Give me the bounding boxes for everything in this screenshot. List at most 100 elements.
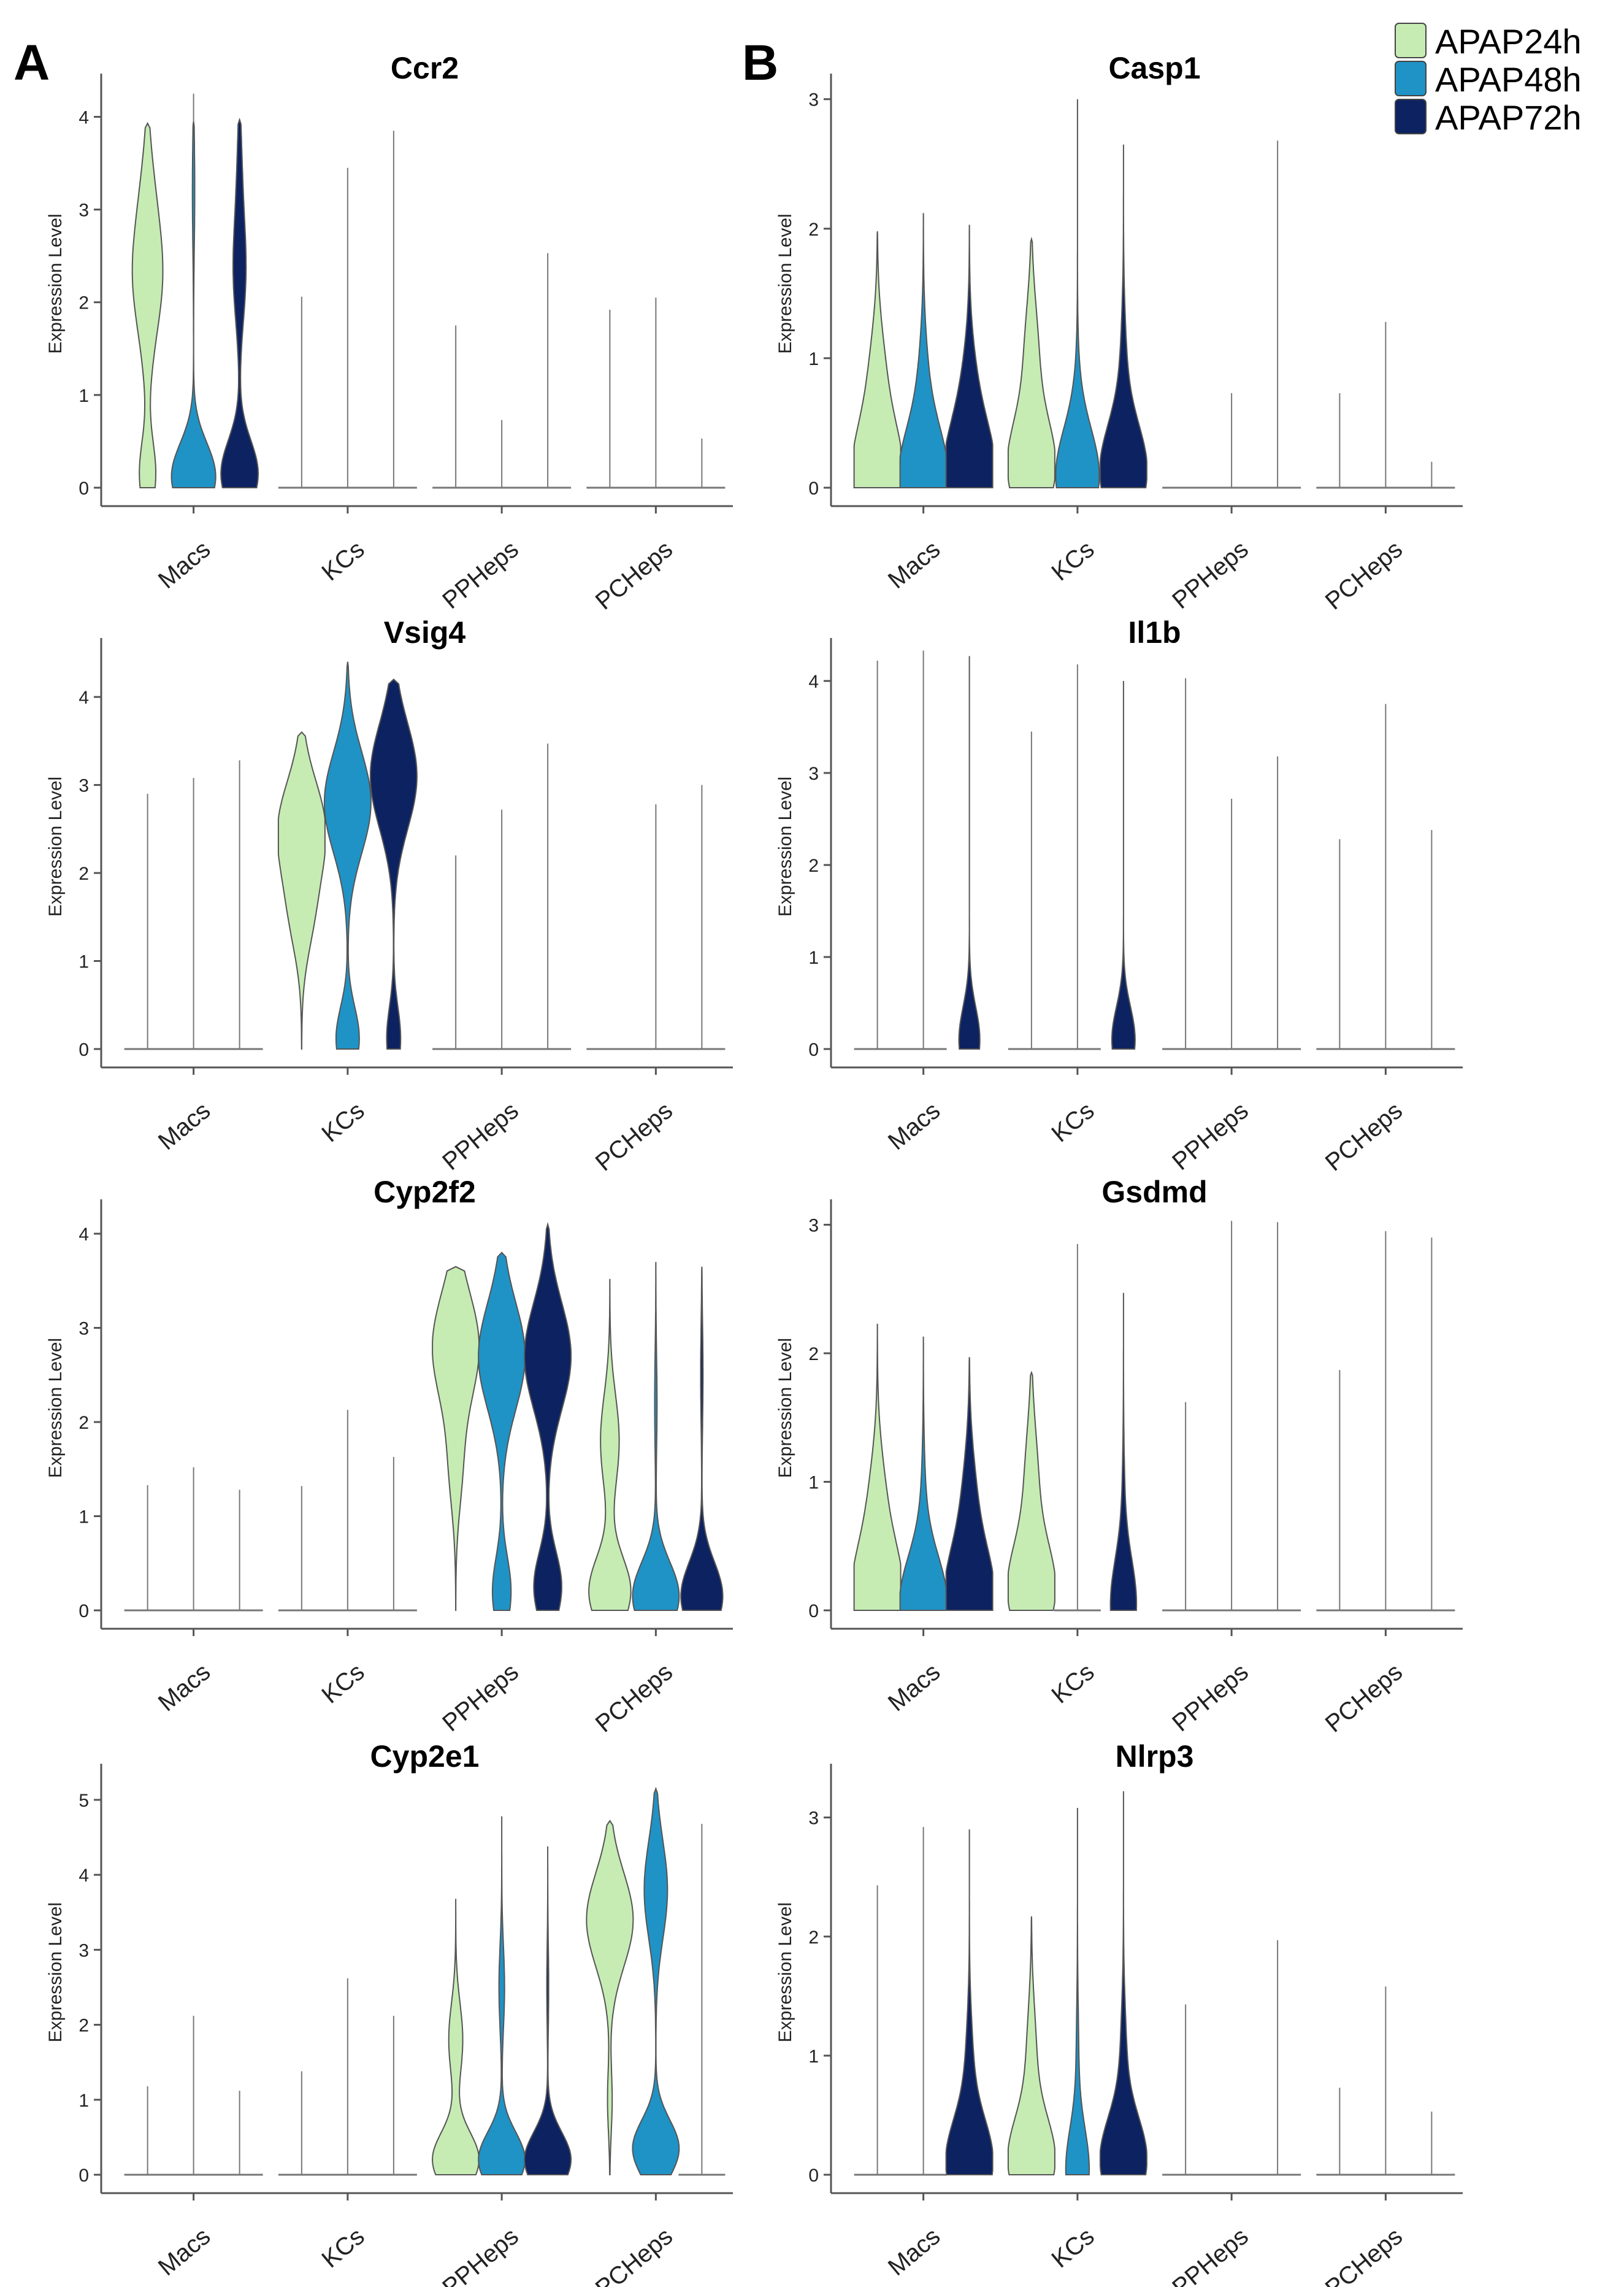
y-tick-label: 2 — [808, 1928, 819, 1948]
y-tick-label: 0 — [79, 2166, 89, 2186]
violin — [632, 1262, 680, 1611]
legend: APAP24h APAP48h APAP72h — [1395, 22, 1582, 137]
violin — [478, 1251, 526, 1611]
y-tick-label: 5 — [79, 1791, 89, 1811]
x-tick-label: PPHeps — [1167, 536, 1254, 614]
violin — [131, 121, 164, 488]
violin — [432, 1899, 480, 2175]
y-tick-label: 2 — [79, 864, 89, 884]
y-tick-label: 1 — [79, 386, 89, 406]
y-tick-label: 0 — [79, 1040, 89, 1060]
y-tick-label: 1 — [808, 349, 819, 369]
plot-gsdmd: Gsdmd 0 1 2 3 Expression Level Macs KCs PPHeps PC… — [775, 1175, 1463, 1738]
plot-casp1: Casp1 0 1 2 3 Expression Level Macs KCs PPHeps PC… — [775, 51, 1463, 615]
plot-title: Vsig4 — [384, 615, 466, 650]
x-tick-label: PPHeps — [1167, 2223, 1254, 2287]
x-tick-label: Macs — [153, 2223, 215, 2281]
y-tick-label: 1 — [79, 2091, 89, 2111]
x-tick-label: PPHeps — [437, 536, 524, 614]
plot-ccr2: Ccr2 0 1 2 3 4 Expression Level Macs KCs PPHeps PC… — [45, 51, 733, 615]
x-tick-label: Macs — [883, 2223, 945, 2281]
plot-title: Cyp2e1 — [370, 1739, 480, 1774]
violin — [1065, 1808, 1090, 2175]
y-tick-label: 2 — [79, 293, 89, 313]
x-tick-label: PCHeps — [591, 1658, 678, 1737]
violin — [478, 1816, 526, 2175]
y-tick-label: 3 — [79, 1940, 89, 1961]
x-tick-label: Macs — [153, 536, 215, 594]
violin — [277, 731, 326, 1050]
x-tick-label: PCHeps — [1320, 1097, 1408, 1176]
violin — [945, 225, 994, 488]
violin — [945, 1357, 994, 1611]
legend-swatch-apap24h — [1395, 23, 1427, 58]
y-tick-label: 2 — [79, 1413, 89, 1433]
y-tick-label: 0 — [808, 1040, 819, 1060]
y-tick-label: 2 — [808, 856, 819, 876]
x-tick-label: KCs — [316, 1097, 369, 1147]
violin — [1099, 1791, 1147, 2175]
plot-nlrp3: Nlrp3 0 1 2 3 Expression Level Macs KCs PPHeps PC… — [775, 1739, 1463, 2287]
violin — [323, 661, 372, 1050]
x-tick-label: PCHeps — [591, 1097, 678, 1176]
plot-cyp2e1: Cyp2e1 0 1 2 3 4 5 Expression Level Macs KCs PPHep… — [45, 1739, 733, 2287]
y-tick-label: 0 — [79, 1601, 89, 1621]
x-tick-label: KCs — [316, 536, 369, 586]
legend-label-apap24h: APAP24h — [1435, 22, 1582, 61]
x-tick-label: PPHeps — [437, 1658, 524, 1737]
x-tick-label: Macs — [153, 1097, 215, 1155]
violin — [632, 1786, 680, 2175]
y-tick-label: 3 — [808, 90, 819, 110]
y-tick-label: 4 — [79, 1224, 89, 1245]
plots-container: Ccr2 0 1 2 3 4 Expression Level Macs KCs PPHeps PC… — [45, 51, 1463, 2287]
y-tick-label: 0 — [808, 479, 819, 499]
legend-swatch-apap48h — [1395, 61, 1427, 96]
violin — [899, 1336, 948, 1611]
y-tick-label: 2 — [808, 220, 819, 240]
plot-title: Cyp2f2 — [373, 1175, 476, 1209]
x-tick-label: Macs — [883, 1658, 945, 1716]
y-tick-label: 1 — [79, 1507, 89, 1528]
y-tick-label: 0 — [808, 2166, 819, 2186]
y-tick-label: 3 — [79, 201, 89, 221]
x-tick-label: Macs — [883, 1097, 945, 1155]
y-tick-label: 0 — [808, 1601, 819, 1621]
plot-cyp2f2: Cyp2f2 0 1 2 3 4 Expression Level Macs KCs PPHeps… — [45, 1175, 733, 1738]
x-tick-label: PPHeps — [437, 2223, 524, 2287]
plot-title: Nlrp3 — [1116, 1739, 1194, 1774]
violin — [853, 1323, 902, 1611]
y-tick-label: 1 — [808, 948, 819, 968]
x-tick-label: PCHeps — [1320, 536, 1408, 615]
violin — [588, 1278, 632, 1611]
x-tick-label: PPHeps — [1167, 1097, 1254, 1175]
y-tick-label: 2 — [808, 1344, 819, 1364]
x-tick-label: KCs — [1046, 1097, 1099, 1147]
violin — [680, 1266, 724, 1611]
x-tick-label: Macs — [883, 536, 945, 594]
violin — [1099, 144, 1147, 488]
legend-label-apap48h: APAP48h — [1435, 60, 1582, 99]
y-tick-label: 1 — [808, 1472, 819, 1493]
y-axis-label: Expression Level — [45, 213, 66, 353]
y-tick-label: 3 — [808, 1808, 819, 1829]
violin — [1007, 1916, 1055, 2175]
y-tick-label: 3 — [79, 776, 89, 796]
y-axis-label: Expression Level — [775, 777, 795, 917]
panel-label-a: A — [13, 35, 50, 91]
y-tick-label: 4 — [79, 688, 89, 708]
violin — [899, 213, 948, 488]
x-tick-label: PCHeps — [591, 2223, 678, 2287]
violin — [369, 678, 418, 1050]
x-tick-label: PPHeps — [1167, 1658, 1254, 1737]
y-axis-label: Expression Level — [775, 213, 795, 353]
x-tick-label: KCs — [1046, 1658, 1099, 1709]
x-tick-label: PCHeps — [1320, 2223, 1408, 2287]
violin — [220, 117, 259, 488]
x-tick-label: KCs — [316, 2223, 369, 2273]
violin — [1109, 1293, 1138, 1611]
y-axis-label: Expression Level — [775, 1902, 795, 2042]
violin — [1111, 681, 1136, 1050]
plot-title: Il1b — [1128, 615, 1181, 650]
x-tick-label: Macs — [153, 1658, 215, 1716]
